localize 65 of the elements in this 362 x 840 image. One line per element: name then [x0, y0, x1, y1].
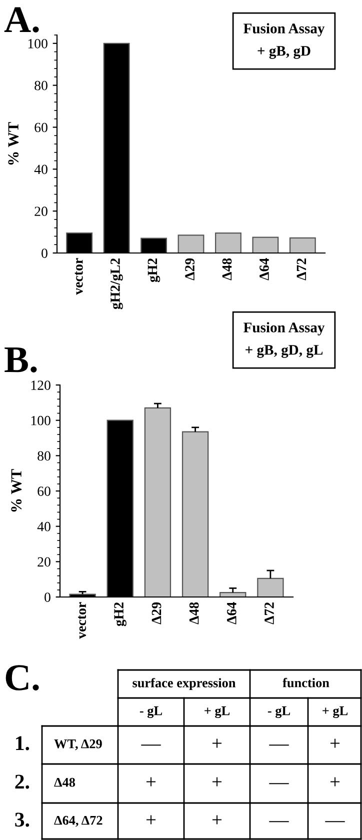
y-tick-label: 60: [38, 486, 50, 496]
text: Δ48: [54, 778, 76, 787]
text: - gL: [268, 706, 290, 718]
chart-title: A.: [4, 7, 39, 33]
x-tick-label: gH2: [148, 258, 160, 282]
bar: [178, 234, 204, 253]
text: +: [212, 777, 222, 786]
y-tick-label: 60: [34, 122, 48, 132]
text: + gL: [322, 706, 348, 718]
text: —: [269, 744, 289, 746]
bar: [144, 407, 172, 597]
text: —: [325, 821, 345, 822]
y-tick-label: 80: [38, 451, 50, 461]
y-tick-label: 0: [44, 592, 50, 602]
y-axis-title: % WT: [8, 122, 19, 165]
y-tick-label: 20: [34, 206, 48, 216]
x-tick-label: Δ72: [296, 258, 306, 280]
bar: [257, 578, 284, 597]
text: +: [146, 815, 156, 824]
text: - gL: [140, 706, 162, 718]
x-tick-label: Δ29: [185, 258, 194, 280]
bar: [215, 232, 242, 253]
x-tick-label: Δ29: [152, 602, 162, 624]
x-tick-label: vector: [74, 258, 83, 295]
text: +: [330, 738, 340, 748]
text: 2.: [15, 774, 30, 789]
y-axis-title: % WT: [11, 469, 22, 512]
text: surface expression: [132, 678, 236, 690]
bar: [252, 236, 279, 253]
text: function: [282, 678, 330, 688]
chart-title: B.: [4, 347, 37, 373]
y-tick-label: 20: [38, 557, 50, 567]
text: —: [269, 821, 289, 822]
x-tick-label: Δ48: [222, 258, 232, 280]
text: +: [212, 738, 222, 748]
text: +: [146, 777, 156, 786]
y-tick-label: 40: [37, 522, 50, 532]
x-tick-label: Δ64: [260, 258, 269, 280]
y-tick-label: 80: [34, 80, 48, 90]
text: 3.: [15, 812, 30, 827]
text: —: [269, 783, 289, 784]
text: Δ64, Δ72: [54, 816, 102, 827]
annotation: Fusion Assay + gB, gD: [244, 23, 325, 59]
bar: [220, 592, 246, 597]
y-tick-label: 120: [31, 380, 50, 390]
y-tick-label: 0: [42, 248, 48, 258]
text: 1.: [16, 736, 30, 750]
text: WT, Δ29: [54, 739, 102, 750]
bar: [289, 237, 316, 253]
x-tick-label: gH2/gL2: [110, 258, 123, 310]
text: +: [330, 777, 340, 786]
x-tick-label: vector: [78, 602, 86, 639]
y-tick-label: 100: [28, 38, 48, 48]
text: C.: [6, 665, 39, 691]
x-tick-label: Δ48: [189, 602, 199, 624]
text: + gL: [204, 706, 230, 718]
text: +: [212, 815, 222, 824]
x-tick-label: gH2: [114, 602, 126, 626]
text: —: [141, 744, 161, 746]
x-tick-label: Δ72: [264, 602, 274, 624]
bar: [182, 431, 209, 597]
x-tick-label: Δ64: [227, 602, 236, 624]
y-tick-label: 100: [31, 416, 50, 426]
text: Fusion Assay + gB, gD, gL: [244, 322, 325, 358]
y-tick-label: 40: [34, 164, 48, 174]
